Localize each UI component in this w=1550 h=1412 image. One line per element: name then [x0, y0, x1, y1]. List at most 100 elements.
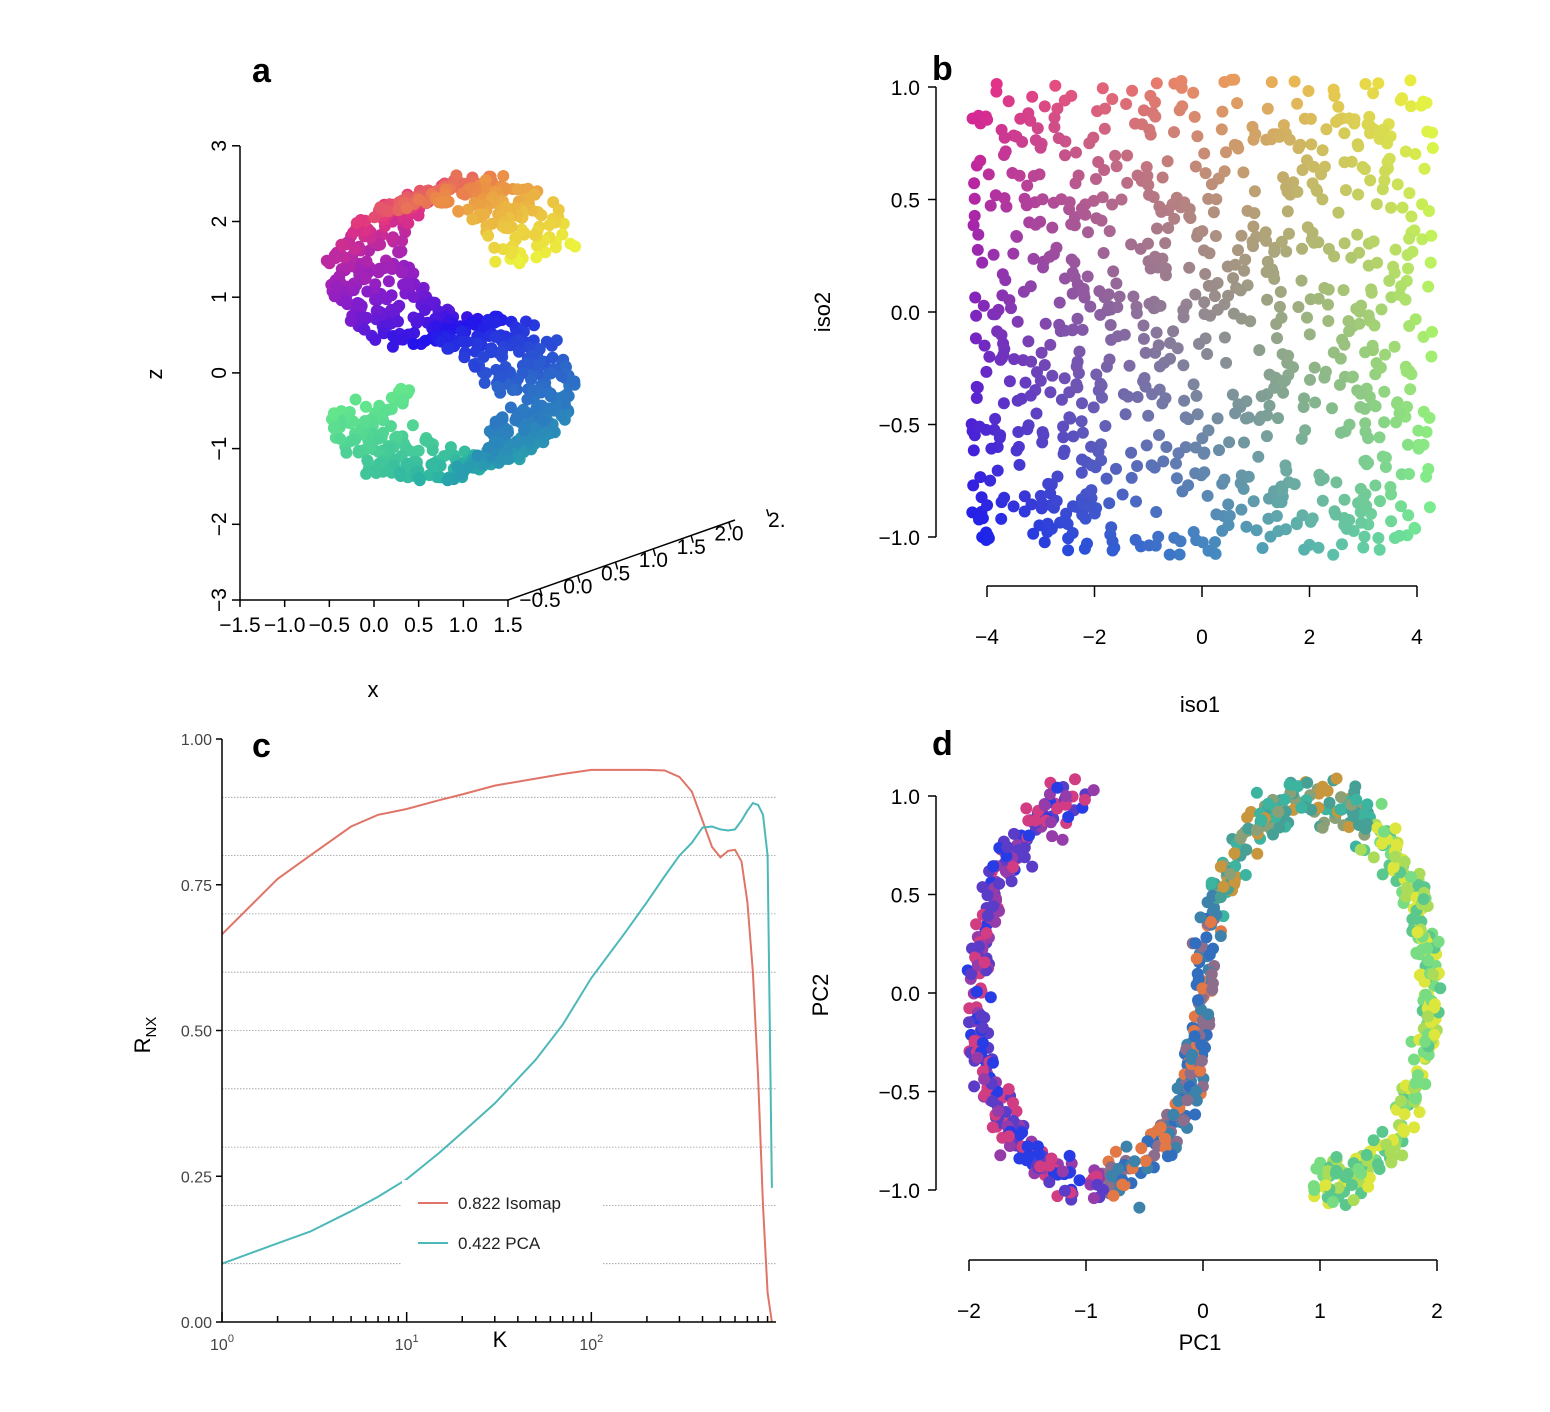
data-point	[500, 443, 513, 456]
svg-text:RNX: RNX	[130, 1017, 160, 1054]
data-point	[1400, 890, 1413, 903]
data-point	[1326, 1196, 1339, 1208]
y-tick-label: −1.0	[879, 527, 920, 550]
data-point	[1194, 911, 1207, 924]
data-point	[1177, 1114, 1190, 1127]
data-point	[1387, 861, 1400, 874]
data-point	[1304, 112, 1317, 125]
data-point	[1405, 871, 1417, 883]
data-point	[987, 248, 1000, 261]
data-point	[1021, 1140, 1034, 1153]
data-point	[1253, 344, 1266, 357]
data-point	[1087, 1192, 1100, 1205]
data-point	[1307, 236, 1320, 249]
data-point	[1093, 285, 1106, 298]
data-point	[1313, 468, 1326, 481]
data-point	[1150, 506, 1163, 518]
data-point	[1058, 372, 1071, 385]
data-point	[970, 309, 983, 322]
data-point	[1272, 525, 1285, 538]
data-point	[987, 900, 999, 913]
data-point	[1141, 169, 1154, 182]
data-point	[1246, 120, 1259, 133]
data-point	[1062, 544, 1075, 557]
data-point	[497, 170, 510, 182]
data-point	[1239, 253, 1252, 266]
data-point	[1199, 167, 1212, 180]
data-point	[1283, 133, 1296, 146]
x-tick-label: 1.5	[493, 614, 522, 637]
data-point	[545, 339, 558, 352]
data-point	[998, 491, 1011, 504]
data-point	[1242, 822, 1255, 835]
y-tick-label: −0.5	[519, 589, 560, 612]
data-point	[982, 532, 995, 545]
panel-c-y-axis-title-main: R	[130, 1037, 155, 1053]
data-point	[1087, 401, 1100, 414]
data-point	[1137, 104, 1150, 117]
data-point	[1251, 847, 1264, 860]
x-tick-label: 0.5	[404, 614, 433, 637]
data-point	[1385, 515, 1398, 528]
panel-a-x-axis-title: x	[368, 677, 379, 702]
data-point	[1255, 390, 1268, 403]
data-point	[1242, 470, 1255, 483]
data-point	[1360, 1149, 1373, 1161]
data-point	[1076, 426, 1089, 439]
data-point	[1174, 535, 1187, 548]
data-point	[1139, 1155, 1152, 1167]
data-point	[1150, 77, 1163, 90]
data-point	[1343, 821, 1355, 833]
data-point	[1393, 529, 1406, 542]
data-point	[1085, 440, 1098, 453]
data-point	[992, 1105, 1005, 1117]
data-point	[491, 380, 504, 393]
data-point	[970, 392, 983, 404]
data-point	[1105, 1170, 1118, 1182]
data-point	[1375, 303, 1388, 316]
data-point	[999, 145, 1012, 158]
data-point	[986, 1121, 999, 1134]
data-point	[1143, 188, 1155, 201]
data-point	[1320, 123, 1333, 136]
data-point	[1202, 544, 1215, 557]
data-point	[1205, 968, 1218, 981]
data-point	[1177, 304, 1190, 317]
data-point	[1226, 388, 1239, 401]
data-point	[1428, 1028, 1441, 1041]
data-point	[1026, 90, 1039, 103]
data-point	[1018, 490, 1031, 503]
data-point	[1197, 447, 1210, 460]
data-point	[1189, 160, 1202, 173]
data-point	[544, 390, 557, 403]
data-point	[1432, 935, 1445, 948]
data-point	[1154, 1121, 1167, 1134]
data-point	[1159, 269, 1172, 282]
legend-background	[402, 1180, 602, 1270]
panel-d-x-axis-title: PC1	[1179, 1330, 1222, 1355]
data-point	[1384, 481, 1397, 493]
data-point	[1422, 280, 1435, 293]
x-tick-label: 0	[1197, 1300, 1209, 1323]
data-point	[1426, 126, 1439, 139]
data-point	[1222, 519, 1235, 532]
data-point	[1377, 825, 1390, 838]
data-point	[978, 1073, 991, 1086]
data-point	[1044, 338, 1057, 351]
data-point	[410, 316, 423, 329]
data-point	[530, 402, 543, 415]
data-point	[1396, 201, 1409, 214]
data-point	[352, 444, 365, 457]
data-point	[1323, 796, 1336, 809]
data-point	[1365, 286, 1378, 299]
data-point	[1097, 247, 1110, 259]
data-point	[1388, 340, 1401, 353]
data-point	[1332, 206, 1345, 219]
data-point	[1327, 83, 1340, 96]
data-point	[1383, 152, 1396, 165]
data-point	[466, 213, 479, 226]
data-point	[1002, 1130, 1015, 1143]
data-point	[1207, 206, 1220, 219]
data-point	[1198, 296, 1211, 309]
